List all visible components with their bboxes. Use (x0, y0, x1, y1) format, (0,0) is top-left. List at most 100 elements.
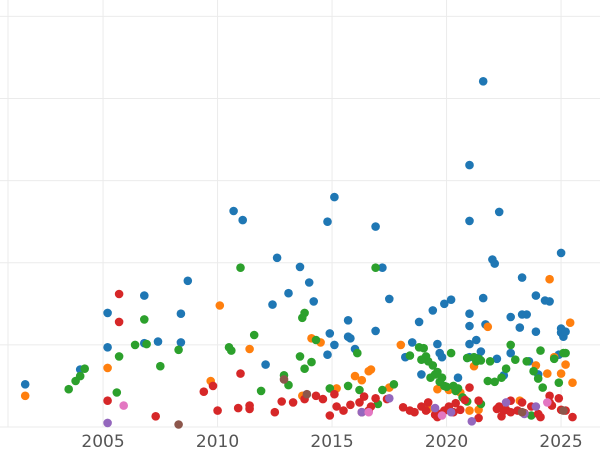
data-point (568, 378, 577, 388)
data-point (522, 357, 531, 366)
data-point (561, 360, 570, 369)
data-point (515, 323, 525, 332)
data-point (114, 289, 124, 299)
data-point (511, 355, 520, 365)
data-point (527, 411, 536, 420)
data-point (465, 160, 474, 170)
data-point (462, 353, 472, 363)
data-point (517, 407, 527, 417)
data-point (176, 338, 186, 347)
data-point (304, 278, 314, 287)
data-point (545, 297, 554, 306)
data-point (309, 297, 319, 306)
data-point (272, 253, 282, 263)
data-point (565, 318, 575, 328)
data-point (529, 366, 538, 376)
data-point (405, 351, 415, 360)
data-point (103, 363, 112, 373)
data-point (174, 345, 183, 355)
data-point (378, 263, 387, 273)
data-point (236, 263, 245, 273)
data-point (440, 299, 449, 309)
data-point (229, 206, 238, 216)
data-point (389, 380, 399, 389)
data-point (428, 306, 438, 315)
data-point (20, 391, 30, 401)
data-point (346, 400, 355, 410)
data-point (295, 352, 305, 361)
data-point (385, 394, 394, 403)
data-point (357, 407, 367, 417)
data-point (545, 391, 554, 401)
data-point (350, 371, 360, 381)
data-point (330, 340, 339, 350)
data-point (407, 338, 417, 347)
data-point (556, 369, 566, 378)
data-point (442, 382, 451, 392)
data-point (103, 418, 112, 428)
data-point (430, 403, 440, 413)
data-point (433, 339, 442, 349)
data-point (343, 316, 353, 325)
data-point (492, 354, 502, 364)
data-point (288, 398, 298, 407)
data-point (227, 346, 236, 355)
data-point (378, 385, 387, 395)
data-point (153, 337, 163, 346)
data-point (465, 339, 474, 349)
data-point (423, 398, 433, 407)
data-point (494, 207, 504, 217)
data-point (215, 301, 225, 310)
data-point (549, 354, 559, 364)
data-point (465, 309, 474, 319)
data-point (467, 417, 477, 426)
data-point (332, 402, 341, 411)
grid-layer (0, 0, 600, 428)
data-point (490, 377, 500, 387)
data-point (284, 288, 293, 298)
data-point (433, 367, 442, 377)
data-point (279, 375, 289, 384)
data-point (183, 276, 193, 286)
data-point (506, 407, 515, 417)
data-point (446, 348, 456, 358)
data-point (256, 386, 266, 396)
data-point (103, 396, 112, 406)
data-point (318, 394, 328, 404)
data-point (568, 412, 577, 422)
data-point (208, 381, 218, 391)
data-point (465, 321, 474, 331)
data-point (323, 217, 332, 226)
data-point (385, 294, 394, 304)
x-tick-label: 2020 (425, 432, 468, 450)
data-point (371, 263, 380, 273)
data-point (561, 327, 570, 337)
data-point (249, 330, 259, 340)
data-point (433, 384, 442, 394)
data-point (119, 401, 128, 410)
data-point (311, 335, 321, 345)
data-point (543, 369, 552, 378)
data-point (307, 357, 316, 367)
data-point (501, 364, 511, 374)
data-point (474, 396, 483, 406)
data-point (556, 248, 566, 258)
data-point (245, 401, 254, 410)
data-point (531, 402, 541, 411)
data-point (371, 326, 380, 336)
data-point (531, 327, 541, 337)
data-point (346, 334, 355, 343)
data-point (483, 376, 493, 386)
data-point (357, 375, 367, 385)
x-tick-label: 2025 (539, 432, 582, 450)
data-point (497, 373, 506, 383)
data-point (103, 308, 112, 318)
data-point (451, 398, 461, 408)
data-point (506, 348, 515, 358)
data-point (417, 370, 426, 379)
data-point (545, 274, 554, 284)
data-point (446, 295, 456, 305)
data-point (437, 352, 447, 362)
data-point (311, 391, 321, 401)
